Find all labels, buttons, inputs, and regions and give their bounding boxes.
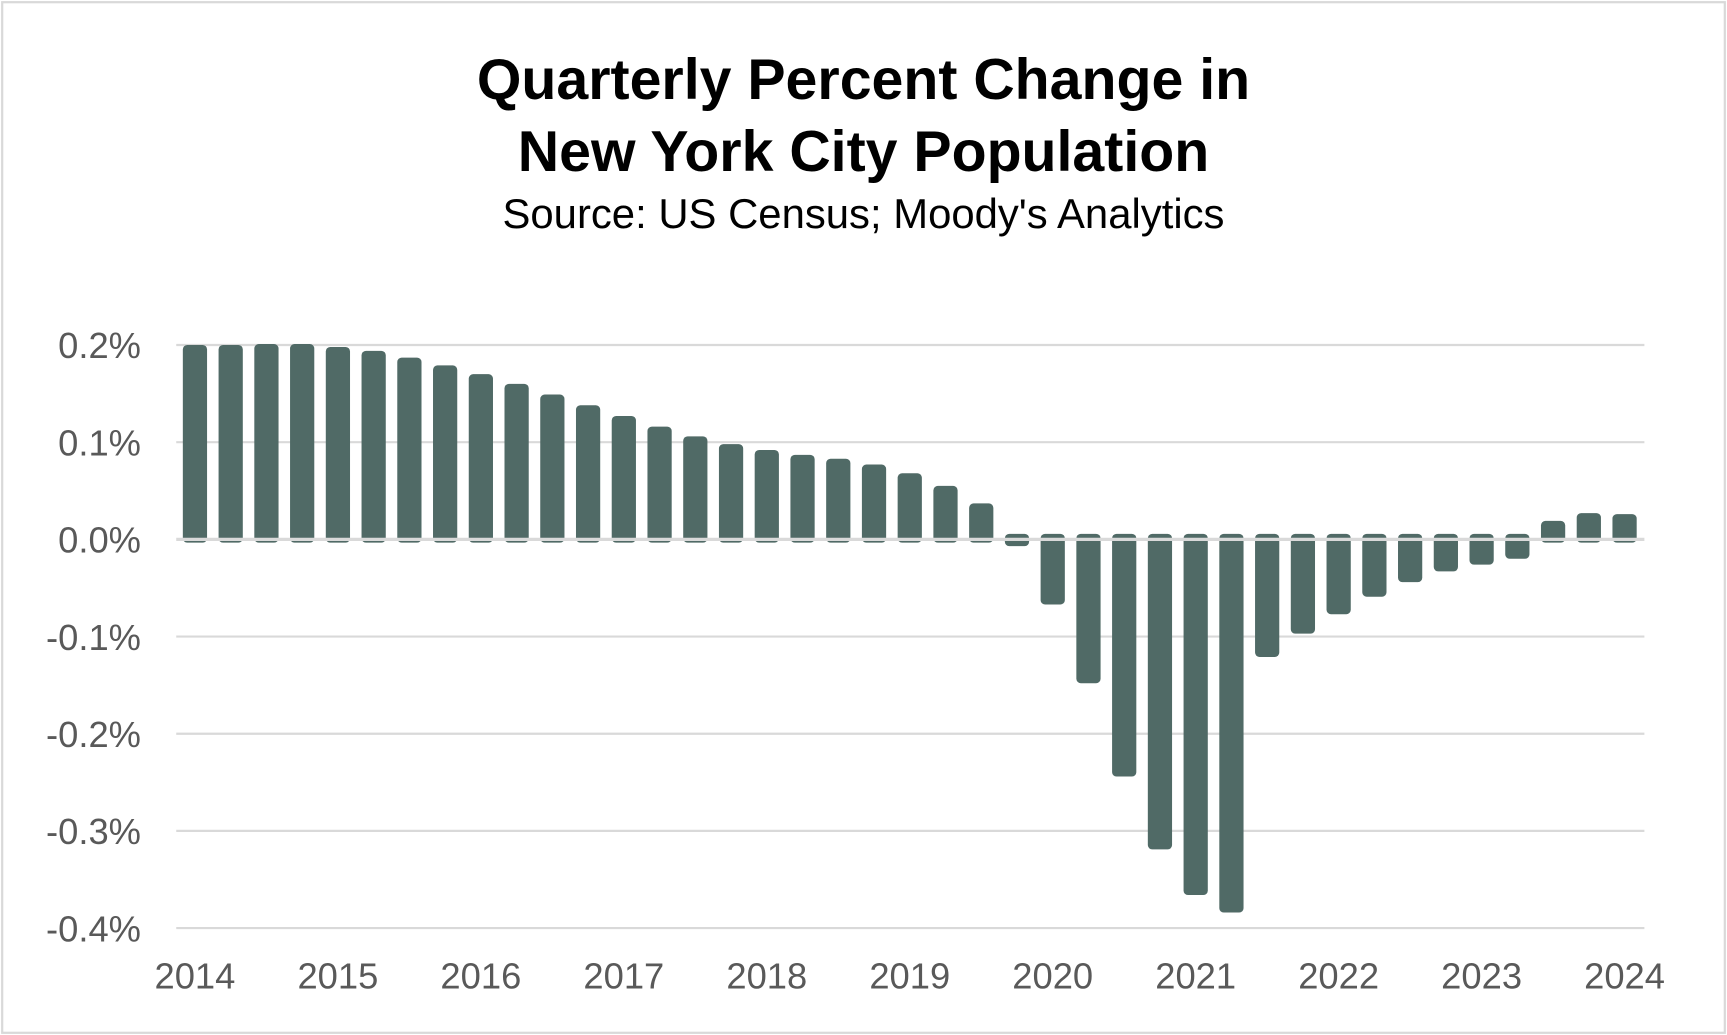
chart-title-line-2: New York City Population [518,120,1209,184]
x-tick-label: 2016 [440,956,521,997]
bars [182,344,1637,913]
y-tick-label: 0.0% [58,520,141,561]
chart-title-line-1: Quarterly Percent Change in [477,48,1250,112]
y-tick-label: 0.1% [58,422,141,463]
bar-2014Q3 [254,344,279,543]
bar-2017Q4 [718,444,744,543]
bar-2022Q4 [1433,533,1458,572]
bar-2015Q3 [397,357,422,543]
bar-2017Q3 [683,436,708,543]
bar-2020Q3 [1112,533,1137,777]
x-tick-label: 2024 [1584,956,1665,997]
bar-2022Q1 [1326,533,1351,615]
bar-2014Q1 [182,345,208,543]
bar-2023Q1 [1469,533,1494,565]
bar-2019Q2 [933,485,958,543]
bar-2024Q1 [1612,514,1637,543]
bar-2020Q1 [1040,533,1065,605]
bar-2015Q1 [325,346,351,543]
bar-2020Q4 [1147,533,1173,850]
bar-2018Q3 [826,458,851,543]
bar-2022Q2 [1362,533,1387,597]
bar-2018Q4 [861,464,887,543]
bar-2016Q4 [575,405,601,543]
x-tick-label: 2018 [726,956,807,997]
x-tick-label: 2023 [1441,956,1522,997]
x-tick-label: 2015 [297,956,378,997]
bar-2015Q4 [433,365,458,543]
bar-2022Q3 [1398,533,1423,583]
x-tick-label: 2017 [583,956,664,997]
x-tick-label: 2019 [869,956,950,997]
bar-2016Q1 [468,374,493,543]
bar-2023Q2 [1505,533,1530,559]
bar-2021Q4 [1290,533,1316,634]
y-tick-label: -0.2% [46,714,141,755]
bar-2016Q2 [504,383,529,543]
x-tick-label: 2014 [155,956,236,997]
y-tick-label: -0.4% [46,908,141,949]
bar-2019Q1 [897,473,922,543]
bar-2023Q3 [1540,520,1566,543]
x-tick-label: 2022 [1298,956,1379,997]
bar-2018Q2 [790,454,815,543]
bar-2014Q2 [218,345,243,543]
y-tick-label: -0.1% [46,617,141,658]
bar-2021Q3 [1255,533,1280,657]
bar-2015Q2 [361,350,386,543]
bar-2016Q3 [540,394,565,543]
bar-2021Q2 [1219,533,1244,913]
chart-subtitle: Source: US Census; Moody's Analytics [503,190,1225,237]
bar-2014Q4 [290,344,315,543]
x-tick-label: 2021 [1155,956,1236,997]
bar-2021Q1 [1183,533,1208,896]
bar-2023Q4 [1576,513,1601,543]
y-tick-label: 0.2% [58,325,141,366]
bar-2019Q3 [969,503,994,543]
bar-2018Q1 [754,449,779,543]
bar-2017Q1 [611,415,636,543]
bar-2017Q2 [647,426,672,543]
x-axis-ticks: 2014 2015 2016 2017 2018 2019 2020 2021 2022 2023… [155,956,1665,997]
x-tick-label: 2020 [1012,956,1093,997]
bar-2020Q2 [1076,533,1101,684]
y-axis-ticks: 0.2% 0.1% 0.0% -0.1% -0.2% -0.3% -0.4% [46,325,141,949]
y-tick-label: -0.3% [46,811,141,852]
